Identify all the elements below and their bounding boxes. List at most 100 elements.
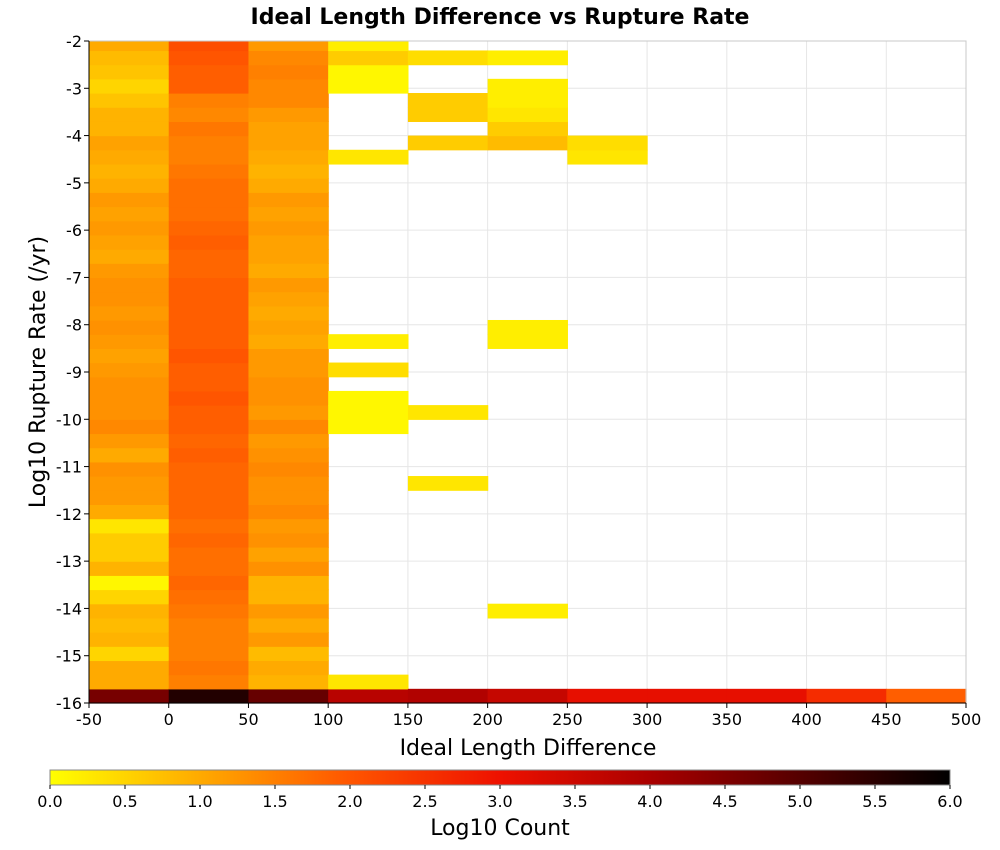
heatmap-cell [89, 93, 170, 108]
heatmap-cell [328, 334, 409, 349]
heatmap-cell [248, 334, 329, 349]
heatmap-cell [89, 41, 170, 52]
heatmap-cell [248, 390, 329, 406]
colorbar-tick-label: 6.0 [937, 792, 962, 811]
heatmap-cell [248, 461, 329, 477]
heatmap-cell [248, 135, 329, 151]
heatmap-cell [168, 334, 250, 349]
y-tick-label: -10 [56, 410, 82, 429]
heatmap-cell [168, 461, 250, 477]
y-tick-label: -2 [66, 32, 82, 51]
heatmap-cell [89, 518, 170, 534]
heatmap-cell [168, 107, 250, 122]
heatmap-cell [89, 575, 170, 591]
heatmap-cell [89, 433, 170, 449]
heatmap-cell [168, 504, 250, 520]
heatmap-cell [567, 135, 648, 151]
x-tick-label: 400 [791, 710, 822, 729]
y-tick-label: -9 [66, 363, 82, 382]
heatmap-cell [89, 660, 170, 676]
heatmap-cell [89, 390, 170, 406]
heatmap-cell [407, 93, 489, 108]
heatmap-cell [487, 93, 568, 108]
heatmap-cell [567, 688, 648, 704]
x-tick-label: 100 [313, 710, 344, 729]
heatmap-cell [248, 64, 329, 80]
x-tick-label: 500 [951, 710, 982, 729]
heatmap-cell [168, 50, 250, 66]
heatmap-cell [248, 589, 329, 605]
heatmap-cell [248, 504, 329, 520]
heatmap-cell [168, 617, 250, 633]
colorbar-tick-label: 0.0 [37, 792, 62, 811]
heatmap-cell [89, 490, 170, 505]
colorbar-tick-label: 0.5 [112, 792, 137, 811]
heatmap-cell [89, 277, 170, 293]
heatmap-cell [647, 688, 728, 704]
heatmap-cell [89, 149, 170, 165]
heatmap-cell [89, 64, 170, 80]
heatmap-cell [328, 78, 409, 94]
y-tick-label: -4 [66, 127, 82, 146]
colorbar-tick-label: 3.5 [562, 792, 587, 811]
heatmap-cell [89, 632, 170, 647]
heatmap-cell [89, 532, 170, 548]
heatmap-cell [248, 660, 329, 676]
y-axis-label: Log10 Rupture Rate (/yr) [26, 236, 51, 508]
heatmap-cell [168, 163, 250, 179]
heatmap-cell [248, 405, 329, 420]
heatmap-cell [248, 206, 329, 222]
heatmap-cell [248, 192, 329, 208]
x-tick-label: 0 [164, 710, 174, 729]
heatmap-cell [407, 50, 489, 66]
heatmap-cell [487, 50, 568, 66]
heatmap-cell [248, 688, 329, 704]
heatmap-cell [89, 334, 170, 349]
heatmap-cell [328, 390, 409, 406]
heatmap-cell [248, 532, 329, 548]
heatmap-cell [248, 149, 329, 165]
colorbar-tick-label: 2.0 [337, 792, 362, 811]
heatmap-cell [89, 220, 170, 236]
heatmap-cell [168, 674, 250, 690]
heatmap-cell [89, 461, 170, 477]
heatmap-cell [248, 575, 329, 591]
heatmap-cell [248, 178, 329, 193]
heatmap-cell [168, 575, 250, 591]
heatmap-cell [248, 518, 329, 534]
heatmap-cell [168, 518, 250, 534]
heatmap-cell [89, 419, 170, 435]
heatmap-cell [248, 433, 329, 449]
x-tick-label: 50 [238, 710, 258, 729]
heatmap-cell [248, 546, 329, 562]
x-tick-label: 200 [472, 710, 503, 729]
heatmap-cell [168, 78, 250, 94]
heatmap-cell [168, 532, 250, 548]
heatmap-cell [168, 348, 250, 364]
heatmap-cells [89, 41, 967, 704]
heatmap-cell [487, 688, 568, 704]
heatmap-cell [248, 319, 329, 335]
heatmap-cell [89, 249, 170, 264]
heatmap-cell [168, 41, 250, 52]
heatmap-cell [248, 291, 329, 307]
heatmap-cell [806, 688, 887, 704]
colorbar-tick-label: 5.0 [787, 792, 812, 811]
heatmap-cell [248, 234, 329, 250]
heatmap-cell [89, 646, 170, 662]
heatmap-cell [89, 405, 170, 420]
heatmap-cell [168, 291, 250, 307]
heatmap-cell [89, 603, 170, 619]
heatmap-cell [328, 688, 409, 704]
heatmap-cell [248, 163, 329, 179]
y-tick-label: -14 [56, 599, 82, 618]
heatmap-cell [248, 646, 329, 662]
heatmap-cell [328, 674, 409, 690]
heatmap-cell [886, 688, 967, 704]
y-tick-label: -5 [66, 174, 82, 193]
heatmap-cell [168, 447, 250, 463]
heatmap-cell [407, 135, 489, 151]
heatmap-cell [89, 163, 170, 179]
heatmap-cell [168, 121, 250, 137]
